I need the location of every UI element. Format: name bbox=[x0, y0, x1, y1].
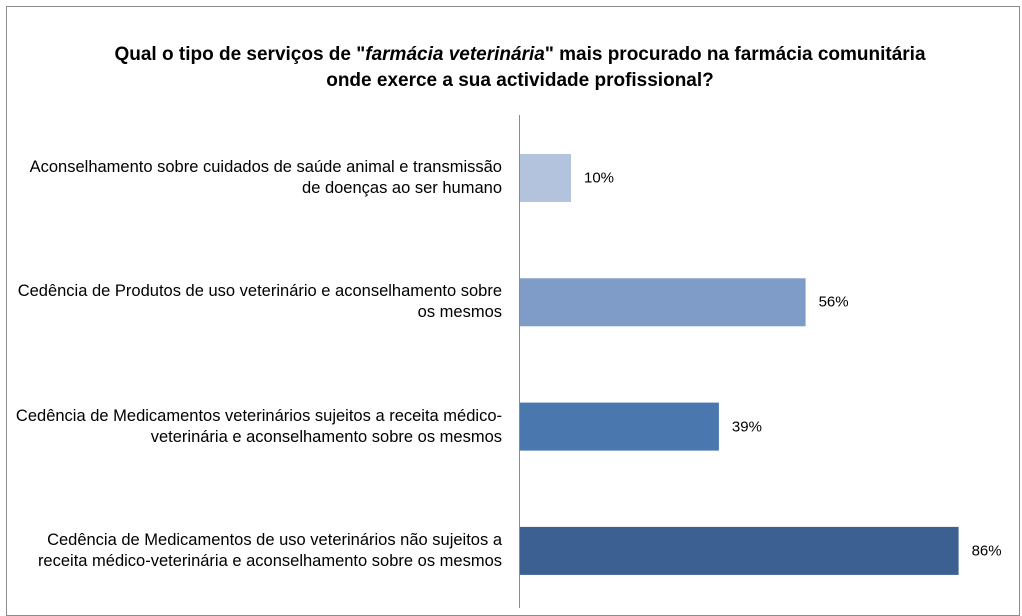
bar bbox=[520, 278, 806, 327]
bar bbox=[520, 526, 959, 575]
category-label: Cedência de Medicamentos veterinários su… bbox=[15, 406, 502, 446]
bar bbox=[520, 154, 571, 202]
title-part: " mais procurado na farmácia comunitária… bbox=[326, 44, 926, 91]
value-label: 56% bbox=[818, 293, 849, 311]
chart-title: Qual o tipo de serviços de "farmácia vet… bbox=[100, 42, 940, 94]
value-label: 10% bbox=[584, 169, 615, 187]
title-italic: farmácia veterinária bbox=[365, 44, 545, 65]
value-label: 39% bbox=[731, 418, 762, 436]
title-part: Qual o tipo de serviços de " bbox=[114, 44, 366, 65]
category-label: Cedência de Medicamentos de uso veteriná… bbox=[37, 530, 502, 570]
value-label: 86% bbox=[971, 542, 1002, 560]
bar bbox=[520, 402, 719, 451]
category-label: Cedência de Produtos de uso veterinário … bbox=[17, 282, 502, 322]
category-label: Aconselhamento sobre cuidados de saúde a… bbox=[29, 158, 502, 197]
